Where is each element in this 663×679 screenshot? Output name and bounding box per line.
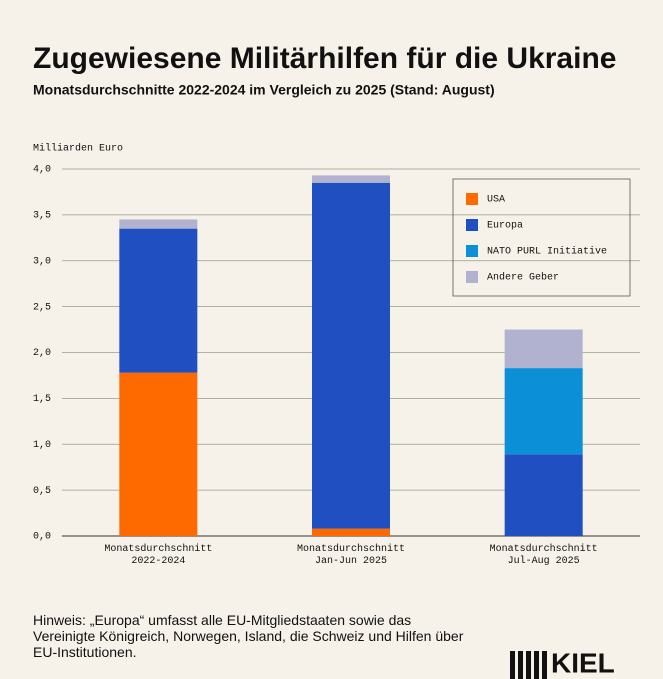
- bar-segment: [312, 182, 390, 529]
- legend-swatch: [466, 271, 478, 283]
- x-tick-label: Monatsdurchschnitt Jan-Jun 2025: [296, 544, 406, 567]
- legend-swatch: [466, 219, 478, 231]
- bar-segment: [312, 175, 390, 183]
- y-tick-label: 2,0: [33, 348, 51, 359]
- legend-label: USA: [487, 195, 505, 206]
- legend-label: Europa: [487, 221, 523, 232]
- legend-label: NATO PURL Initiative: [487, 246, 607, 258]
- y-tick-label: 4,0: [33, 165, 51, 176]
- x-tick-label: Monatsdurchschnitt 2022-2024: [104, 544, 213, 567]
- y-tick-label: 2,5: [33, 302, 51, 313]
- x-tick-label: Monatsdurchschnitt Jul-Aug 2025: [489, 544, 598, 567]
- bar-segment: [312, 528, 390, 536]
- note: Hinweis: „Europa“ umfasst alle EU-Mitgli…: [33, 612, 464, 660]
- bar-segment: [119, 219, 198, 229]
- y-tick-label: 0,5: [33, 486, 51, 497]
- y-tick-label: 3,0: [33, 256, 51, 267]
- bar-segment: [504, 368, 583, 455]
- bar-segment: [119, 228, 198, 373]
- logo-icon: [510, 651, 547, 679]
- logo-text: KIEL: [551, 647, 615, 678]
- y-tick-label: 1,5: [33, 394, 51, 405]
- chart-title: Zugewiesene Militärhilfen für die Ukrain…: [33, 42, 616, 75]
- bar-segment: [504, 454, 583, 536]
- bar-segment: [119, 372, 198, 536]
- bar-segment: [504, 329, 583, 369]
- y-tick-label: 1,0: [33, 440, 51, 451]
- chart-subtitle: Monatsdurchschnitte 2022-2024 im Verglei…: [33, 82, 495, 98]
- y-tick-label: 3,5: [33, 211, 51, 222]
- legend-swatch: [466, 245, 478, 257]
- y-tick-label: 0,0: [33, 532, 51, 543]
- y-axis-label: Milliarden Euro: [33, 143, 123, 155]
- legend-swatch: [466, 193, 478, 205]
- legend-box: [452, 178, 631, 297]
- legend-label: Andere Geber: [487, 272, 559, 284]
